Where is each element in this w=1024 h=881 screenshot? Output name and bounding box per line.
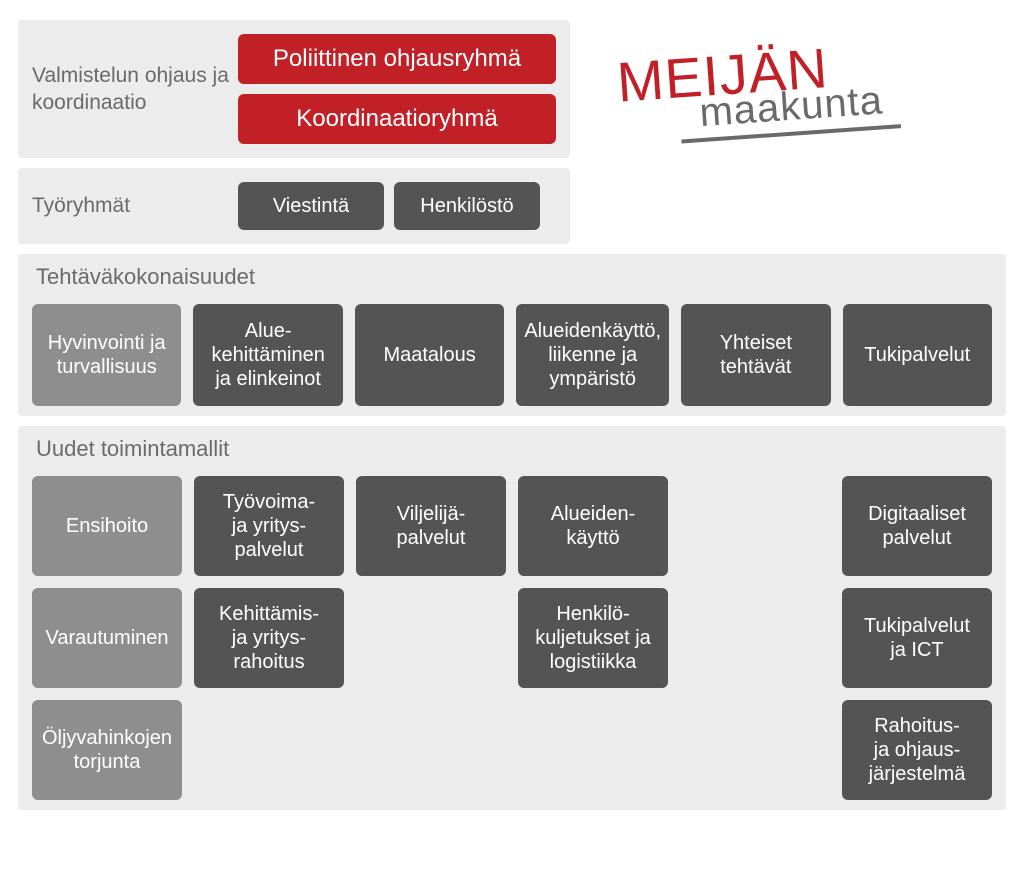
top-area: Valmistelun ohjaus ja koordinaatio Polii… (18, 20, 1006, 244)
uudet-box-r3-c6: Rahoitus- ja ohjaus- järjestelmä (842, 700, 992, 800)
tyoryhmat-boxes: Viestintä Henkilöstö (238, 182, 556, 230)
top-left-column: Valmistelun ohjaus ja koordinaatio Polii… (18, 20, 570, 244)
uudet-box-r2-c4: Henkilö- kuljetukset ja logistiikka (518, 588, 668, 688)
valmistelu-boxes: Poliittinen ohjausryhmä Koordinaatioryhm… (238, 34, 556, 144)
tehtavat-box-3: Alueidenkäyttö, liikenne ja ympäristö (516, 304, 669, 406)
uudet-box-r1-c6: Digitaaliset palvelut (842, 476, 992, 576)
poliittinen-ohjausryhma-box: Poliittinen ohjausryhmä (238, 34, 556, 84)
uudet-section: Uudet toimintamallit EnsihoitoTyövoima- … (18, 426, 1006, 810)
uudet-box-r2-c6: Tukipalvelut ja ICT (842, 588, 992, 688)
tehtavat-section: Tehtäväkokonaisuudet Hyvinvointi ja turv… (18, 254, 1006, 416)
valmistelu-label: Valmistelun ohjaus ja koordinaatio (32, 62, 238, 117)
valmistelu-section: Valmistelun ohjaus ja koordinaatio Polii… (18, 20, 570, 158)
tehtavat-box-2: Maatalous (355, 304, 504, 406)
uudet-box-r2-c1: Varautuminen (32, 588, 182, 688)
meijan-logo: MEIJÄN maakunta (615, 30, 901, 147)
tehtavat-grid: Hyvinvointi ja turvallisuusAlue- kehittä… (32, 304, 992, 406)
uudet-box-r1-c3: Viljelijä- palvelut (356, 476, 506, 576)
tyoryhmat-label: Työryhmät (32, 192, 238, 219)
uudet-title: Uudet toimintamallit (32, 436, 992, 462)
tehtavat-title: Tehtäväkokonaisuudet (32, 264, 992, 290)
tehtavat-box-4: Yhteiset tehtävät (681, 304, 830, 406)
viestinta-box: Viestintä (238, 182, 384, 230)
uudet-box-r2-c2: Kehittämis- ja yritys- rahoitus (194, 588, 344, 688)
uudet-box-r1-c1: Ensihoito (32, 476, 182, 576)
uudet-box-r3-c1: Öljyvahinkojen torjunta (32, 700, 182, 800)
tehtavat-box-1: Alue- kehittäminen ja elinkeinot (193, 304, 342, 406)
tehtavat-box-0: Hyvinvointi ja turvallisuus (32, 304, 181, 406)
uudet-box-r1-c2: Työvoima- ja yritys- palvelut (194, 476, 344, 576)
uudet-box-r1-c4: Alueiden- käyttö (518, 476, 668, 576)
henkilosto-box: Henkilöstö (394, 182, 540, 230)
logo-area: MEIJÄN maakunta (588, 20, 1006, 244)
tyoryhmat-section: Työryhmät Viestintä Henkilöstö (18, 168, 570, 244)
koordinaatioryhma-box: Koordinaatioryhmä (238, 94, 556, 144)
uudet-grid: EnsihoitoTyövoima- ja yritys- palvelutVi… (32, 476, 992, 800)
tehtavat-box-5: Tukipalvelut (843, 304, 992, 406)
